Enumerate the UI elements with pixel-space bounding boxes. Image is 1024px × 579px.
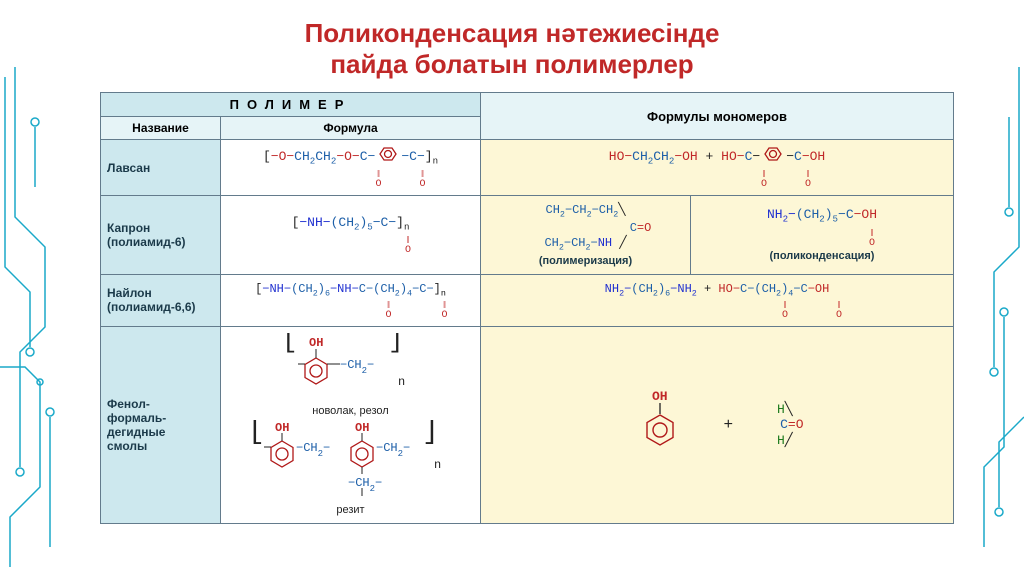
svg-text:n: n [434, 458, 441, 472]
svg-text:OH: OH [652, 389, 668, 404]
svg-text:n: n [398, 375, 405, 389]
monomer-formula-right: NH2−(CH2)5−C−OH ‖O (поликонденсация) [691, 196, 954, 274]
polymer-name: Капрон(полиамид-6) [101, 196, 221, 274]
polymer-table-container: ПОЛИМЕР Формулы мономеров Название Форму… [100, 92, 954, 524]
svg-text:[: [ [248, 420, 265, 447]
svg-text:]: ] [388, 333, 404, 355]
polymer-name: Найлон(полиамид-6,6) [101, 274, 221, 326]
svg-text:−CH2−: −CH2− [348, 476, 382, 494]
svg-text:]: ] [422, 420, 439, 447]
formula-sublabel: новолак, резол [276, 405, 426, 417]
monomer-sublabel: (поликонденсация) [770, 250, 875, 262]
monomer-formula: NH2−(CH2)6−NH2 + HO−C−(CH2)4−C−OH ‖O‖O [481, 274, 954, 326]
header-polymer: ПОЛИМЕР [101, 93, 481, 117]
svg-text:OH: OH [275, 421, 289, 435]
plus-sign: + [698, 416, 758, 434]
table-row: Капрон(полиамид-6) [−NH−(CH2)5−C−]n ‖O C… [101, 196, 954, 274]
polymer-formula: [−NH−(CH2)6−NH−C−(CH2)4−C−]n ‖O‖O [221, 274, 481, 326]
header-name: Название [101, 117, 221, 140]
polymer-name: Фенол-формаль-дегидныесмолы [101, 327, 221, 524]
header-formula: Формула [221, 117, 481, 140]
monomer-sublabel: (полимеризация) [539, 255, 632, 267]
polymer-formula: [−NH−(CH2)5−C−]n ‖O [221, 196, 481, 274]
header-monomers: Формулы мономеров [481, 93, 954, 140]
table-row: Лавсан [−O−CH2CH2−O−C−−C−]n ‖O‖O HO−CH2C… [101, 140, 954, 196]
polymer-formula: [ OH −CH2− ] n [221, 327, 481, 524]
decorative-circuit-right [954, 60, 1024, 574]
monomer-formula-left: CH2−CH2−CH2╲ C=O CH2−CH2−NH ╱ (полимериз… [481, 196, 691, 274]
svg-text:[: [ [282, 333, 298, 355]
svg-text:−CH2−: −CH2− [376, 441, 410, 459]
polymer-table: ПОЛИМЕР Формулы мономеров Название Форму… [100, 92, 954, 524]
polymer-formula: [−O−CH2CH2−O−C−−C−]n ‖O‖O [221, 140, 481, 196]
monomer-formula: HO−CH2CH2−OH + HO−C−−C−OH ‖O‖O [481, 140, 954, 196]
formula-sublabel: резит [246, 504, 456, 516]
svg-text:OH: OH [355, 421, 369, 435]
svg-text:−CH2−: −CH2− [340, 358, 374, 376]
monomer-formula: OH + H╲ C=O H╱ [481, 327, 954, 524]
table-row: Найлон(полиамид-6,6) [−NH−(CH2)6−NH−C−(C… [101, 274, 954, 326]
svg-text:OH: OH [309, 336, 323, 350]
title-text: Поликонденсация нәтежиесіндепайда болаты… [305, 18, 720, 79]
decorative-circuit-left [0, 60, 80, 574]
table-row: Фенол-формаль-дегидныесмолы [ OH [101, 327, 954, 524]
page-title: Поликонденсация нәтежиесіндепайда болаты… [0, 0, 1024, 92]
polymer-name: Лавсан [101, 140, 221, 196]
svg-text:−CH2−: −CH2− [296, 441, 330, 459]
